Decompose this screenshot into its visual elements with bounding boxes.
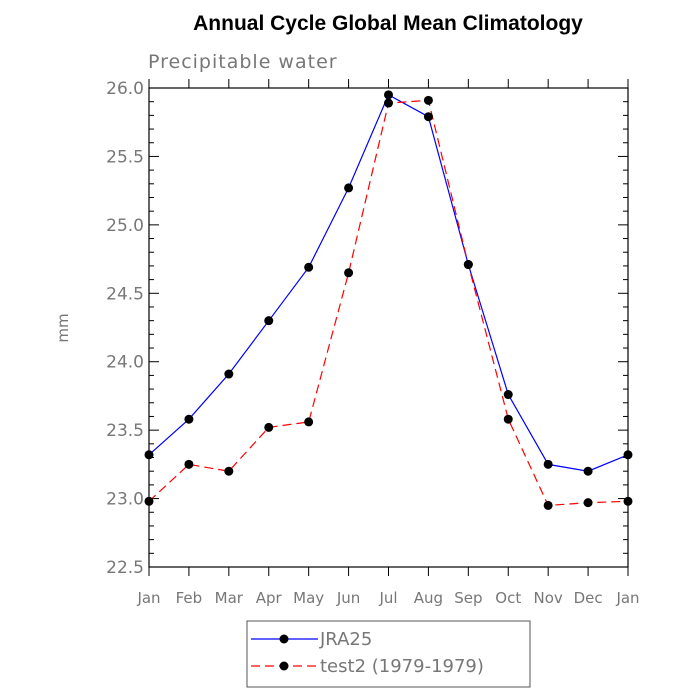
x-tick-label: Sep <box>454 589 482 607</box>
plot-frame <box>148 87 629 568</box>
y-tick-label: 26.0 <box>106 79 144 99</box>
series-0-point <box>184 414 194 424</box>
x-axis: Jan Feb Mar Apr May Jun Jul Aug Sep Oct Nov Dec Jan <box>136 79 640 607</box>
y-tick-label: 23.0 <box>106 490 144 510</box>
series-0-point <box>503 390 513 400</box>
series-1-point <box>264 422 274 432</box>
y-tick-label: 24.0 <box>106 353 144 373</box>
y-tick-label: 25.0 <box>106 216 144 236</box>
series-1-point <box>623 496 633 506</box>
legend-box <box>246 620 531 688</box>
legend: JRA25 test2 (1979-1979) <box>246 620 531 688</box>
series-0-point <box>623 450 633 460</box>
x-tick-label: Feb <box>176 589 203 607</box>
series-1-point <box>224 466 234 476</box>
x-tick-label: Oct <box>495 589 521 607</box>
series-1-point <box>423 95 433 105</box>
series-0-point <box>583 466 593 476</box>
series-1-point <box>463 260 473 270</box>
series-0-point <box>304 262 314 272</box>
series-1-point <box>384 98 393 108</box>
series-0-point <box>264 316 274 326</box>
x-tick-label: Nov <box>534 589 563 607</box>
series-1-point <box>503 414 513 424</box>
y-axis-label: mm <box>54 313 72 342</box>
chart-title: Annual Cycle Global Mean Climatology <box>193 12 583 35</box>
legend-item-test2: test2 (1979-1979) <box>251 656 484 677</box>
legend-marker-jra25 <box>279 634 289 644</box>
y-tick-label: 25.5 <box>106 147 144 167</box>
series-0-point <box>543 459 553 469</box>
x-tick-label: Jun <box>336 589 360 607</box>
series-0-point <box>224 369 234 379</box>
series-1-point <box>344 268 354 278</box>
x-tick-label: Aug <box>414 589 443 607</box>
series-line-0 <box>148 93 629 472</box>
legend-label-test2: test2 (1979-1979) <box>320 656 484 677</box>
chart-subtitle: Precipitable water <box>148 51 338 73</box>
y-axis: 22.5 23.0 23.5 24.0 24.5 25.0 25.5 26.0 <box>106 79 628 578</box>
y-tick-label: 22.5 <box>106 558 144 578</box>
y-tick-label: 23.5 <box>106 421 144 441</box>
x-tick-label: Jul <box>378 589 397 607</box>
series-0-point <box>144 450 154 460</box>
series-0-point <box>344 183 354 193</box>
x-tick-label: May <box>293 589 324 607</box>
series-1-point <box>583 498 593 508</box>
x-tick-label: Jan <box>615 589 639 607</box>
x-tick-label: Mar <box>215 589 244 607</box>
series-1-point <box>184 459 194 469</box>
legend-label-jra25: JRA25 <box>319 629 372 650</box>
legend-item-jra25: JRA25 <box>251 629 372 650</box>
series-0-point <box>384 90 393 100</box>
series-1-point <box>304 417 314 427</box>
series-1-point <box>543 500 553 510</box>
series-0-point <box>423 112 433 122</box>
series-line-1 <box>148 99 629 507</box>
x-tick-label: Apr <box>256 589 283 607</box>
x-tick-label: Dec <box>574 589 603 607</box>
legend-marker-test2 <box>279 661 289 671</box>
series-group <box>144 90 633 510</box>
y-tick-label: 24.5 <box>106 284 144 304</box>
x-tick-label: Jan <box>136 589 160 607</box>
series-1-point <box>144 496 154 506</box>
